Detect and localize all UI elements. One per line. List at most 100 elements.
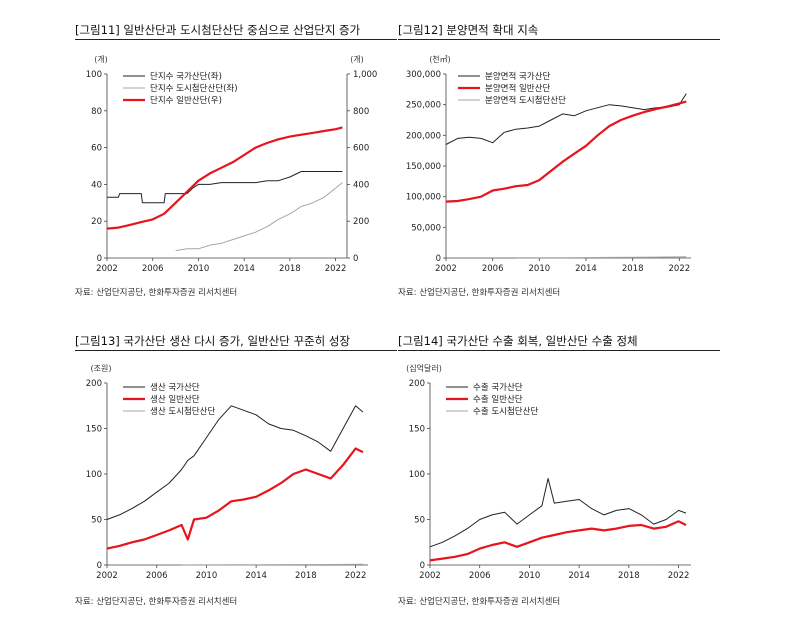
legend-label: 수출 도시첨단산단 [473, 406, 538, 417]
y-tick-label-left: 20 [91, 217, 102, 227]
chart-title: [그림13] 국가산단 생산 다시 증가, 일반산단 꾸준히 성장 [75, 334, 351, 348]
y-tick-label-left: 150,000 [406, 162, 441, 172]
x-tick-label: 2018 [279, 264, 301, 274]
y-tick-label-left: 250,000 [406, 101, 441, 111]
series-line [429, 478, 687, 548]
chart-panel-14: [그림14] 국가산단 수출 회복, 일반산단 수출 정체 (십억달러) 0 50 1… [398, 333, 728, 618]
series-line [181, 563, 364, 566]
x-tick-label: 2022 [668, 571, 690, 581]
series-line [107, 171, 343, 204]
x-tick-label: 2014 [245, 571, 267, 581]
y-tick-label-left: 0 [97, 254, 102, 264]
y-tick-label-left: 50,000 [411, 223, 441, 233]
series-line [515, 256, 687, 259]
y-tick-label-left: 300,000 [406, 70, 441, 80]
chart-title: [그림14] 국가산단 수출 회복, 일반산단 수출 정체 [398, 334, 638, 348]
legend-label: 분양면적 국가산단 [485, 71, 550, 82]
x-tick-label: 2022 [345, 571, 367, 581]
x-tick-label: 2006 [469, 571, 491, 581]
x-tick-label: 2006 [482, 264, 504, 274]
x-tick-label: 2018 [622, 264, 644, 274]
series-line [445, 100, 687, 203]
series-line [175, 182, 343, 252]
legend-label: 수출 일반산단 [473, 394, 523, 405]
chart-svg: (개) (개) 0 20 40 60 80 100 0 200 400 600 800 1,000 2002… [86, 54, 378, 274]
source-note: 자료: 산업단지공단, 한화투자증권 리서치센터 [75, 288, 238, 298]
legend-label: 분양면적 일반산단 [485, 83, 550, 94]
legend-label: 생산 국가산단 [150, 382, 200, 393]
y-tick-label-right: 400 [353, 180, 369, 190]
y-axis-unit-left: (개) [94, 54, 108, 64]
x-tick-label: 2002 [435, 264, 457, 274]
x-tick-label: 2010 [529, 264, 551, 274]
x-tick-label: 2006 [146, 571, 168, 581]
y-tick-label-right: 200 [353, 217, 369, 227]
source-note: 자료: 산업단지공단, 한화투자증권 리서치센터 [398, 288, 561, 298]
x-tick-label: 2014 [575, 264, 597, 274]
x-tick-label: 2006 [142, 264, 164, 274]
series-line [106, 447, 364, 550]
chart-title: [그림12] 분양면적 확대 지속 [398, 23, 539, 37]
y-tick-label-left: 150 [409, 425, 425, 435]
y-axis-unit-right: (개) [350, 54, 364, 64]
x-tick-label: 2010 [519, 571, 541, 581]
chart-title: [그림11] 일반산단과 도시첨단산단 중심으로 산업단지 증가 [75, 23, 361, 37]
y-tick-label-left: 80 [91, 107, 102, 117]
y-tick-label-left: 200 [409, 379, 425, 389]
source-note: 자료: 산업단지공단, 한화투자증권 리서치센터 [75, 597, 238, 607]
x-tick-label: 2002 [96, 264, 118, 274]
x-tick-label: 2018 [618, 571, 640, 581]
legend-label: 생산 도시첨단산단 [150, 406, 215, 417]
x-tick-label: 2010 [188, 264, 210, 274]
y-tick-label-left: 150 [86, 425, 102, 435]
title-divider [75, 350, 397, 351]
y-tick-label-left: 0 [420, 561, 425, 571]
y-tick-label-left: 100 [86, 70, 102, 80]
legend-label: 단지수 도시첨단산단(좌) [150, 83, 238, 94]
y-axis-unit-left: (십억달러) [406, 363, 442, 373]
legend-label: 생산 일반산단 [150, 394, 200, 405]
source-note: 자료: 산업단지공단, 한화투자증권 리서치센터 [398, 597, 561, 607]
legend-label: 단지수 일반산단(우) [150, 95, 222, 106]
y-tick-label-left: 100,000 [406, 193, 441, 203]
series-line [106, 126, 343, 230]
x-tick-label: 2014 [233, 264, 255, 274]
legend-label: 수출 국가산단 [473, 382, 523, 393]
chart-panel-11: [그림11] 일반산단과 도시첨단산단 중심으로 산업단지 증가 (개) (개) 0… [75, 22, 405, 307]
y-tick-label-right: 1,000 [353, 70, 377, 80]
title-divider [398, 350, 720, 351]
y-tick-label-right: 0 [353, 254, 358, 264]
x-tick-label: 2002 [419, 571, 441, 581]
chart-svg: (천㎡) 0 50,000 100,000 150,000 200,000 250,000 3… [406, 54, 691, 274]
x-tick-label: 2018 [295, 571, 317, 581]
chart-panel-13: [그림13] 국가산단 생산 다시 증가, 일반산단 꾸준히 성장 (조원) 0 5… [75, 333, 405, 618]
series-line [106, 405, 364, 520]
x-tick-label: 2022 [325, 264, 347, 274]
series-line [445, 93, 687, 145]
y-tick-label-left: 40 [91, 180, 102, 190]
y-tick-label-left: 50 [91, 516, 102, 526]
chart-svg: (십억달러) 0 50 100 150 200 2002 2006 2010 2014 2018 20… [406, 363, 691, 581]
x-tick-label: 2022 [669, 264, 691, 274]
y-tick-label-right: 800 [353, 107, 369, 117]
y-tick-label-left: 200,000 [406, 131, 441, 141]
legend-label: 분양면적 도시첨단산단 [485, 95, 566, 106]
x-tick-label: 2010 [196, 571, 218, 581]
title-divider [398, 39, 720, 40]
y-tick-label-left: 0 [97, 561, 102, 571]
x-tick-label: 2014 [568, 571, 590, 581]
y-tick-label-left: 0 [436, 254, 441, 264]
chart-svg: (조원) 0 50 100 150 200 2002 2006 2010 2014 2018 2022… [86, 364, 368, 581]
y-tick-label-left: 60 [91, 144, 102, 154]
y-tick-label-right: 600 [353, 144, 369, 154]
y-tick-label-left: 200 [86, 379, 102, 389]
legend-label: 단지수 국가산단(좌) [150, 71, 222, 82]
title-divider [75, 39, 397, 40]
y-axis-unit-left: (천㎡) [429, 54, 451, 64]
series-line [429, 520, 687, 562]
x-tick-label: 2002 [96, 571, 118, 581]
chart-panel-12: [그림12] 분양면적 확대 지속 (천㎡) 0 50,000 100,000 150,… [398, 22, 728, 307]
y-tick-label-left: 100 [86, 470, 102, 480]
y-tick-label-left: 50 [414, 516, 425, 526]
y-axis-unit-left: (조원) [91, 364, 112, 373]
